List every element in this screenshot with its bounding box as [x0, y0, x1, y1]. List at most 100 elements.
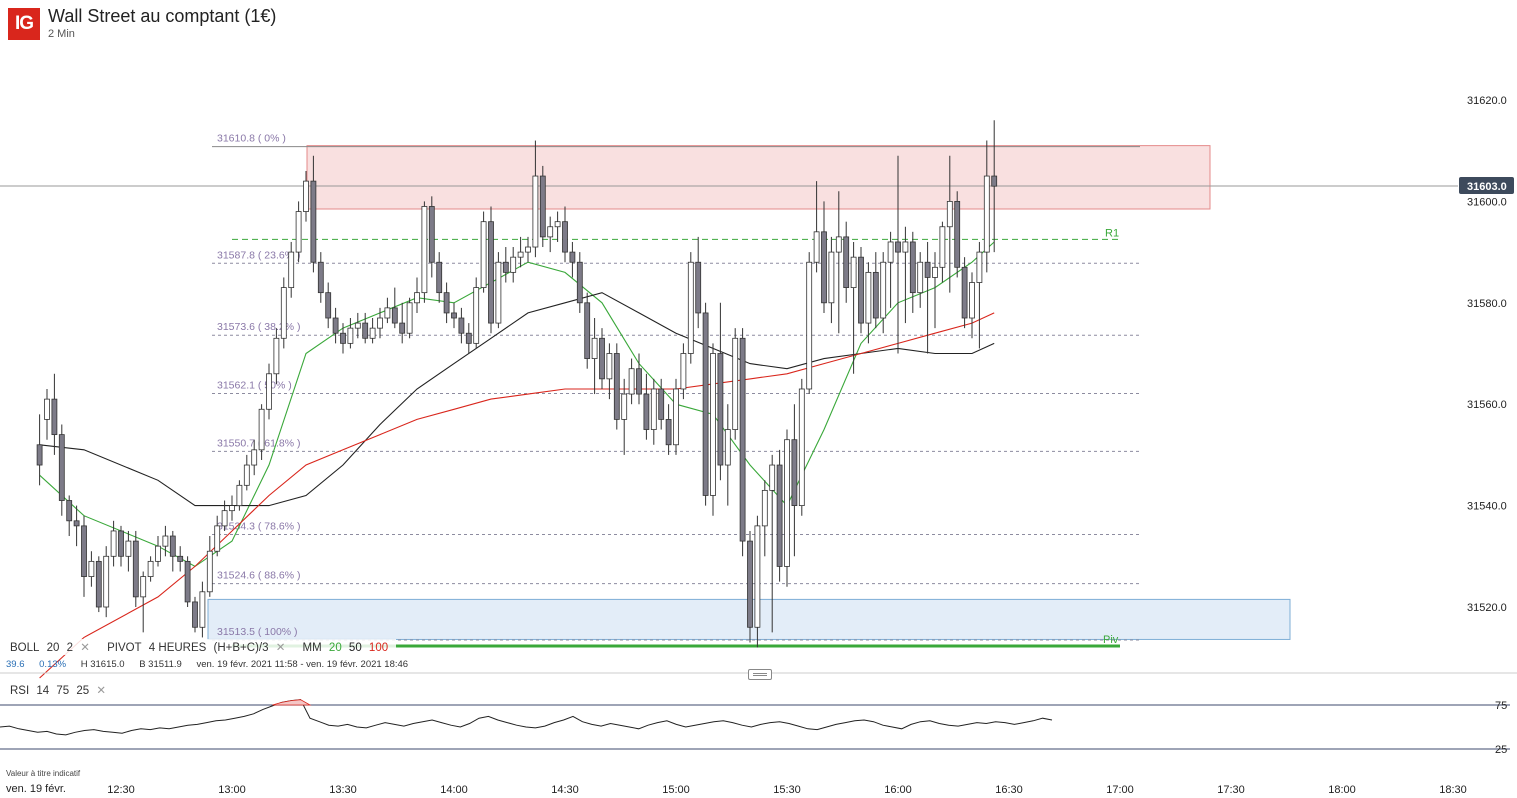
candle[interactable] — [983, 140, 990, 273]
candle[interactable] — [969, 272, 975, 339]
candle[interactable] — [806, 252, 813, 395]
candle[interactable] — [961, 257, 968, 329]
candle[interactable] — [347, 318, 354, 349]
candle[interactable] — [702, 302, 709, 506]
candle[interactable] — [732, 328, 739, 440]
candle[interactable] — [44, 388, 50, 440]
candle[interactable] — [103, 546, 110, 618]
candle[interactable] — [932, 252, 938, 329]
candle[interactable] — [636, 353, 642, 405]
candle[interactable] — [850, 241, 857, 374]
candle[interactable] — [184, 556, 191, 607]
candle[interactable] — [761, 480, 768, 557]
candle[interactable] — [576, 252, 583, 313]
candle[interactable] — [939, 221, 946, 283]
candle[interactable] — [325, 282, 332, 329]
candle[interactable] — [717, 302, 724, 481]
candle[interactable] — [214, 515, 221, 557]
candle[interactable] — [525, 236, 531, 263]
pivot-close-icon[interactable]: ✕ — [275, 642, 286, 654]
candle[interactable] — [488, 206, 494, 334]
candle[interactable] — [110, 520, 117, 567]
candle[interactable] — [140, 571, 147, 633]
candle[interactable] — [569, 241, 576, 278]
candle[interactable] — [280, 277, 287, 349]
candle[interactable] — [465, 323, 472, 354]
candle[interactable] — [229, 495, 235, 521]
candle[interactable] — [710, 343, 716, 516]
candle[interactable] — [917, 252, 924, 308]
candle[interactable] — [591, 318, 598, 395]
candle[interactable] — [658, 378, 665, 430]
candle[interactable] — [776, 449, 783, 582]
candle[interactable] — [858, 247, 864, 334]
candle[interactable] — [243, 454, 250, 491]
candle[interactable] — [451, 302, 457, 329]
candle[interactable] — [502, 247, 509, 283]
candle[interactable] — [377, 307, 383, 339]
candle[interactable] — [288, 241, 295, 298]
rsi-name[interactable]: RSI — [10, 685, 30, 697]
candle[interactable] — [199, 581, 206, 638]
candle[interactable] — [391, 287, 398, 329]
candle[interactable] — [946, 155, 953, 293]
candle[interactable] — [887, 231, 894, 308]
candle[interactable] — [650, 378, 657, 445]
candle[interactable] — [665, 404, 672, 455]
panel-resize-handle[interactable] — [748, 669, 772, 680]
candle[interactable] — [66, 495, 73, 537]
candle[interactable] — [480, 211, 487, 293]
candle[interactable] — [192, 596, 198, 633]
candle[interactable] — [251, 439, 258, 476]
candle[interactable] — [724, 404, 731, 506]
candle[interactable] — [754, 515, 761, 648]
candle[interactable] — [295, 201, 302, 263]
candle[interactable] — [162, 525, 169, 557]
candle[interactable] — [473, 277, 480, 349]
candle[interactable] — [843, 221, 850, 303]
resistance-zone[interactable] — [306, 145, 1211, 210]
candle[interactable] — [924, 241, 931, 354]
candle[interactable] — [362, 312, 369, 344]
candle[interactable] — [436, 252, 443, 303]
candle[interactable] — [495, 252, 502, 329]
candle[interactable] — [169, 530, 176, 572]
candle[interactable] — [177, 546, 184, 572]
candle[interactable] — [118, 525, 124, 567]
candle[interactable] — [835, 191, 842, 334]
candle[interactable] — [458, 307, 465, 344]
candle[interactable] — [414, 277, 420, 313]
boll-name[interactable]: BOLL — [10, 642, 40, 654]
candle[interactable] — [784, 429, 790, 587]
candle[interactable] — [769, 454, 776, 633]
candle[interactable] — [317, 252, 324, 303]
candle[interactable] — [510, 247, 517, 283]
candle[interactable] — [695, 236, 702, 329]
candle[interactable] — [273, 328, 280, 384]
candle[interactable] — [909, 231, 916, 313]
candle[interactable] — [976, 241, 983, 349]
candle[interactable] — [621, 378, 628, 455]
pivot-name[interactable]: PIVOT — [107, 642, 142, 654]
candle[interactable] — [828, 236, 835, 324]
candle[interactable] — [739, 328, 746, 557]
candle[interactable] — [369, 318, 376, 344]
candle[interactable] — [791, 404, 798, 557]
candle[interactable] — [58, 424, 65, 516]
candle[interactable] — [687, 252, 694, 364]
candle[interactable] — [95, 556, 102, 613]
candle[interactable] — [384, 297, 391, 324]
candle[interactable] — [821, 201, 827, 313]
candle[interactable] — [81, 515, 87, 597]
candle[interactable] — [613, 343, 620, 430]
candle[interactable] — [606, 343, 613, 400]
candle[interactable] — [584, 292, 591, 369]
candle[interactable] — [147, 556, 154, 582]
candle[interactable] — [813, 181, 820, 273]
interval-label[interactable]: 2 Min — [48, 28, 75, 40]
candle[interactable] — [36, 414, 43, 486]
candle[interactable] — [554, 211, 561, 242]
candle[interactable] — [428, 196, 435, 278]
candle[interactable] — [562, 206, 568, 263]
